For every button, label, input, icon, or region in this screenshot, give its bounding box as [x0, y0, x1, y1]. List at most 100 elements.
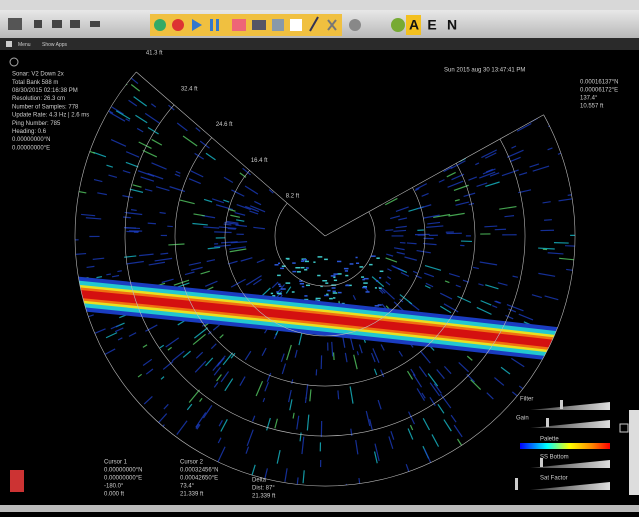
- return-speckle: [276, 291, 278, 293]
- return-speckle: [327, 290, 330, 292]
- toolbar-letter[interactable]: N: [447, 17, 457, 33]
- return-speckle: [362, 287, 367, 289]
- tool-icon[interactable]: [252, 20, 266, 30]
- return-speckle: [333, 273, 338, 275]
- position-line: 137.4°: [580, 96, 598, 102]
- menu-item: Show Apps: [42, 42, 68, 48]
- return-streak: [484, 226, 497, 227]
- status-bar: [0, 505, 639, 512]
- return-speckle: [362, 279, 365, 281]
- tool-icon[interactable]: [154, 19, 166, 31]
- return-speckle: [275, 264, 279, 266]
- return-streak: [334, 352, 335, 360]
- tool-icon[interactable]: [232, 19, 246, 31]
- sonar-fan: [60, 72, 590, 494]
- tool-icon[interactable]: [216, 19, 219, 31]
- control-label: Filter: [520, 397, 533, 403]
- return-speckle: [303, 259, 307, 261]
- status-line: Update Rate: 4.3 Hz | 2.6 ms: [12, 113, 89, 119]
- logo: [10, 470, 24, 492]
- return-speckle: [333, 297, 335, 299]
- return-speckle: [286, 258, 290, 260]
- return-streak: [148, 223, 156, 224]
- cursor-line: 0.00032456°N: [180, 468, 218, 474]
- slider-thumb[interactable]: [560, 400, 563, 409]
- slider-thumb[interactable]: [515, 478, 518, 490]
- return-speckle: [317, 275, 320, 277]
- return-speckle: [278, 284, 281, 286]
- return-speckle: [359, 266, 363, 268]
- tool-icon[interactable]: [172, 19, 184, 31]
- return-speckle: [304, 295, 307, 297]
- sat-slider[interactable]: [530, 482, 610, 490]
- return-streak: [117, 271, 121, 272]
- palette-bar[interactable]: [520, 443, 610, 449]
- return-streak: [407, 243, 417, 244]
- tool-icon[interactable]: [210, 19, 213, 31]
- control-label: Palette: [540, 437, 559, 443]
- tool-icon[interactable]: [70, 20, 80, 28]
- return-speckle: [375, 305, 379, 307]
- tool-icon[interactable]: [290, 19, 302, 31]
- tool-icon[interactable]: [391, 18, 405, 32]
- return-speckle: [280, 268, 284, 270]
- title-bar: [0, 0, 639, 10]
- menu-bar: [0, 38, 639, 50]
- cursor-title: Cursor 2: [180, 460, 204, 466]
- return-speckle: [365, 291, 369, 293]
- info-icon[interactable]: [10, 58, 18, 66]
- timestamp: Sun 2015 aug 30 13:47:41 PM: [444, 68, 525, 74]
- return-speckle: [297, 271, 301, 273]
- return-speckle: [345, 270, 348, 272]
- tool-icon[interactable]: [52, 20, 62, 28]
- menu-item: Menu: [18, 42, 31, 48]
- position-line: 0.00006172°E: [580, 88, 618, 94]
- range-label: 16.4 ft: [251, 158, 268, 164]
- status-line: Number of Samples: 778: [12, 104, 79, 110]
- return-speckle: [375, 287, 377, 289]
- toolbar-letter[interactable]: E: [427, 17, 436, 33]
- cursor-line: -180.0°: [104, 484, 124, 490]
- tool-icon[interactable]: [8, 18, 22, 30]
- gain-slider[interactable]: [530, 420, 610, 428]
- return-speckle: [376, 280, 378, 282]
- return-streak: [228, 229, 236, 230]
- status-line: Total Bank 588 m: [12, 80, 58, 86]
- slider-thumb[interactable]: [540, 458, 543, 467]
- return-speckle: [322, 280, 327, 282]
- return-speckle: [371, 255, 376, 257]
- return-speckle: [302, 286, 304, 288]
- return-speckle: [338, 292, 342, 294]
- settings-icon[interactable]: [620, 424, 628, 432]
- range-label: 24.6 ft: [216, 122, 233, 128]
- return-speckle: [304, 269, 307, 271]
- tool-icon[interactable]: [90, 21, 100, 27]
- status-line: Resolution: 26.3 cm: [12, 96, 65, 102]
- return-streak: [385, 230, 393, 231]
- return-speckle: [363, 282, 367, 284]
- return-speckle: [326, 294, 328, 296]
- return-speckle: [329, 298, 333, 300]
- menu-icon[interactable]: [6, 41, 12, 47]
- menu-items: Menu Show Apps: [18, 42, 68, 48]
- slider-thumb[interactable]: [546, 418, 549, 427]
- return-speckle: [332, 287, 336, 289]
- toolbar-letter[interactable]: A: [409, 17, 419, 33]
- return-speckle: [324, 259, 328, 261]
- cursor-line: 0.00000000°E: [104, 476, 142, 482]
- return-speckle: [316, 298, 321, 300]
- tool-icon[interactable]: [34, 20, 42, 28]
- return-speckle: [305, 261, 309, 263]
- side-panel[interactable]: [629, 410, 639, 495]
- cursor-title: Cursor 1: [104, 460, 128, 466]
- return-streak: [124, 228, 136, 229]
- controls-panel: [515, 400, 639, 495]
- tool-icon[interactable]: [349, 19, 361, 31]
- return-speckle: [376, 257, 379, 259]
- filter-slider[interactable]: [530, 402, 610, 410]
- cursor-line: 73.4°: [180, 484, 195, 490]
- tool-icon[interactable]: [272, 19, 284, 31]
- delta-line: 21.339 ft: [252, 494, 276, 500]
